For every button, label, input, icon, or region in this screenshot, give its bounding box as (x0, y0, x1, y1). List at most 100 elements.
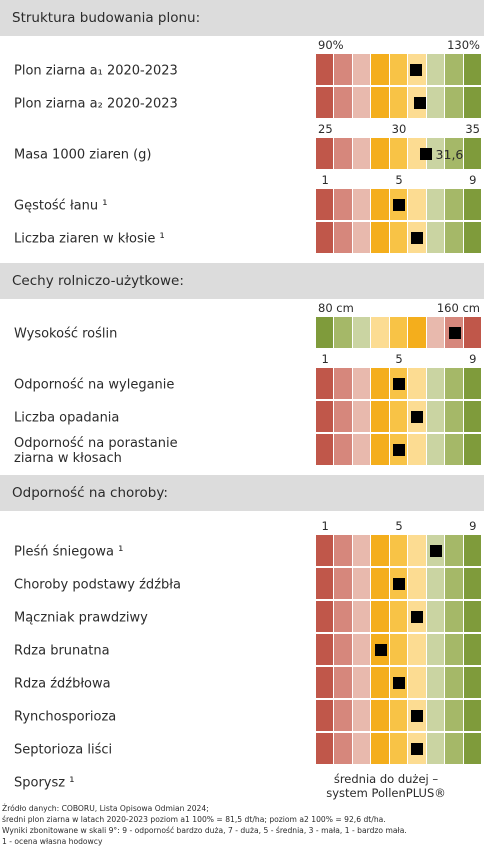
footnotes: Źródło danych: COBORU, Lista Opisowa Odm… (2, 803, 407, 847)
scale-cell (408, 189, 426, 220)
scale-tick-label: 160 cm (436, 301, 480, 315)
scale-tick-label: 9 (469, 173, 477, 187)
scale-cell (334, 189, 352, 220)
scale-cell (352, 368, 371, 399)
scale-tick-label: 1 (321, 519, 329, 533)
scale-cell (389, 317, 408, 348)
scale-tick-label: 1 (321, 173, 329, 187)
scale-cell (408, 138, 426, 169)
row-label: Plon ziarna a₁ 2020-2023 (14, 63, 178, 78)
scale-cell (334, 535, 352, 566)
scale-cell (445, 535, 463, 566)
scale-cell (371, 434, 389, 465)
scale-cell (445, 54, 463, 85)
scale-cell (463, 601, 481, 632)
row-label: Rdza brunatna (14, 643, 110, 658)
scale-cell (316, 634, 334, 665)
scale-cell (316, 733, 334, 764)
scale-cell (316, 87, 334, 118)
scale-cell (316, 568, 334, 599)
scale-tick-label: 5 (395, 173, 403, 187)
scale-cell (445, 138, 463, 169)
scale-cell (389, 222, 408, 253)
scale-cell (463, 700, 481, 731)
scale-cell (371, 317, 389, 348)
scale-cell (445, 222, 463, 253)
marker (411, 709, 424, 722)
scale-cell (352, 434, 371, 465)
scale-cell (371, 401, 389, 432)
scale-cell (371, 138, 389, 169)
marker (449, 326, 462, 339)
footnote: Źródło danych: COBORU, Lista Opisowa Odm… (2, 804, 209, 813)
scale-cell (389, 87, 408, 118)
scale-cell (334, 601, 352, 632)
scale-cell (316, 401, 334, 432)
row-label: Liczba ziaren w kłosie ¹ (14, 231, 165, 246)
marker (411, 410, 424, 423)
scale-cell (352, 733, 371, 764)
scale-cell (334, 667, 352, 698)
scale-cell (445, 700, 463, 731)
scale-cell (352, 568, 371, 599)
scale-cell (334, 634, 352, 665)
scale-cell (316, 54, 334, 85)
scale-cell (334, 87, 352, 118)
scale-cell (408, 535, 426, 566)
marker (409, 63, 422, 76)
scale-cell (371, 700, 389, 731)
scale-cell (389, 733, 408, 764)
row-label: Rdza źdźbłowa (14, 676, 111, 691)
scale-cell (463, 434, 481, 465)
scale-cell (408, 634, 426, 665)
scale-cell (408, 368, 426, 399)
scale-cell (426, 222, 445, 253)
marker (393, 377, 405, 390)
scale-cell (316, 667, 334, 698)
scale-cell (352, 138, 371, 169)
scale-cell (389, 601, 408, 632)
scale-cell (463, 138, 481, 169)
scale-tick-label: 1 (321, 352, 329, 366)
scale-cell (389, 700, 408, 731)
scale-tick-label: 25 (318, 122, 333, 136)
footnote: Wyniki zbonitowane w skali 9°: 9 - odpor… (2, 826, 407, 835)
scale-cell (445, 601, 463, 632)
row-label: Rynchosporioza (14, 709, 117, 724)
scale-cell (371, 535, 389, 566)
scale-cell (463, 189, 481, 220)
scale-tick-label: 5 (395, 519, 403, 533)
scale-cell (334, 138, 352, 169)
marker (411, 742, 424, 755)
scale-cell (371, 368, 389, 399)
scale-cell (445, 189, 463, 220)
scale-cell (352, 317, 371, 348)
scale-cell (426, 634, 445, 665)
scale-cell (371, 601, 389, 632)
scale-cell (334, 434, 352, 465)
scale-cell (463, 54, 481, 85)
row-label: Liczba opadania (14, 410, 120, 425)
marker (429, 544, 442, 557)
marker (419, 147, 432, 160)
scale-cell (352, 667, 371, 698)
scale-cell (334, 401, 352, 432)
scale-cell (426, 401, 445, 432)
scale-tick-label: 80 cm (318, 301, 354, 315)
scale-cell (389, 401, 408, 432)
scale-cell (352, 87, 371, 118)
scale-cell (408, 568, 426, 599)
scale-cell (463, 368, 481, 399)
section-header: Cechy rolniczo-użytkowe: (0, 263, 484, 299)
scale-cell (316, 434, 334, 465)
scale-cell (316, 138, 334, 169)
scale-cell (352, 535, 371, 566)
scale-cell (445, 434, 463, 465)
scale-cell (463, 535, 481, 566)
scale-cell (371, 667, 389, 698)
scale-cell (463, 568, 481, 599)
scale-cell (389, 634, 408, 665)
scale-cell (334, 733, 352, 764)
scale-cell (316, 222, 334, 253)
